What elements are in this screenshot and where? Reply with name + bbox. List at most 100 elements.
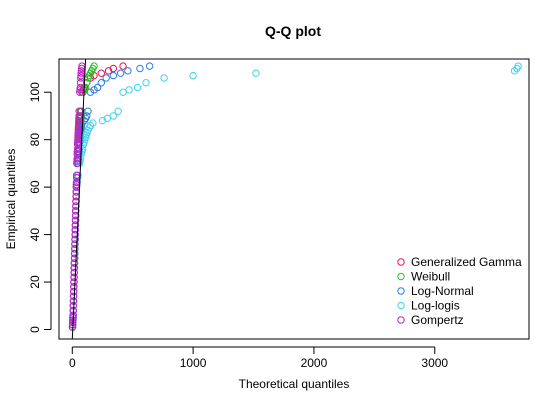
data-point bbox=[102, 74, 110, 82]
x-axis-label: Theoretical quantiles bbox=[239, 377, 350, 391]
legend-label: Weibull bbox=[411, 270, 450, 284]
x-axis: 0 1000 2000 3000 bbox=[69, 346, 448, 370]
data-point bbox=[76, 83, 84, 92]
chart-title: Q-Q plot bbox=[265, 23, 321, 39]
data-point bbox=[71, 207, 80, 215]
data-point bbox=[83, 112, 91, 120]
data-point bbox=[109, 112, 118, 120]
data-point bbox=[75, 116, 83, 125]
data-point bbox=[74, 135, 82, 144]
data-point bbox=[70, 283, 78, 291]
data-point bbox=[74, 131, 82, 139]
x-tick-label: 2000 bbox=[301, 356, 328, 370]
data-point bbox=[252, 69, 260, 77]
data-point bbox=[70, 278, 78, 286]
data-point bbox=[160, 74, 168, 82]
legend-marker bbox=[397, 316, 405, 324]
data-point bbox=[124, 67, 132, 75]
data-point bbox=[84, 107, 92, 115]
legend-label: Gompertz bbox=[411, 313, 464, 327]
legend: Generalized GammaWeibullLog-NormalLog-lo… bbox=[397, 255, 522, 327]
data-point bbox=[76, 86, 84, 94]
data-point bbox=[73, 147, 82, 156]
data-point bbox=[73, 159, 81, 168]
data-point bbox=[70, 273, 78, 282]
y-axis: 0 20 40 60 80 100 bbox=[28, 82, 52, 333]
data-point bbox=[114, 107, 122, 115]
legend-label: Log-Normal bbox=[411, 284, 474, 298]
data-point bbox=[136, 64, 144, 73]
data-point bbox=[145, 62, 154, 70]
data-point bbox=[93, 83, 102, 92]
data-point bbox=[74, 128, 82, 137]
data-point bbox=[71, 211, 80, 220]
legend-label: Generalized Gamma bbox=[411, 255, 522, 269]
data-point bbox=[70, 249, 79, 258]
data-point bbox=[70, 254, 79, 263]
data-point bbox=[189, 71, 197, 80]
data-point bbox=[69, 297, 78, 305]
data-point bbox=[76, 79, 85, 87]
data-point bbox=[71, 216, 80, 225]
data-point bbox=[73, 140, 82, 149]
data-point bbox=[75, 112, 83, 120]
data-point bbox=[76, 88, 84, 96]
data-point bbox=[75, 114, 83, 123]
data-point bbox=[71, 221, 80, 229]
legend-marker bbox=[397, 301, 405, 310]
data-point bbox=[74, 138, 82, 146]
data-point bbox=[90, 86, 98, 94]
data-point bbox=[77, 74, 85, 82]
data-point bbox=[69, 287, 78, 296]
data-point bbox=[133, 83, 142, 92]
data-point bbox=[125, 86, 133, 94]
data-point bbox=[90, 62, 98, 70]
legend-marker bbox=[397, 272, 405, 281]
data-point bbox=[69, 292, 78, 300]
data-point bbox=[109, 64, 118, 73]
data-point bbox=[116, 69, 125, 77]
y-tick-label: 0 bbox=[28, 326, 42, 333]
data-point bbox=[142, 79, 150, 87]
legend-label: Log-logis bbox=[411, 299, 460, 313]
data-point bbox=[119, 62, 127, 70]
series-log-normal bbox=[68, 62, 154, 331]
data-point bbox=[73, 154, 81, 163]
data-point bbox=[74, 133, 82, 142]
y-tick-label: 100 bbox=[28, 82, 42, 102]
data-point bbox=[71, 230, 79, 239]
data-point bbox=[97, 79, 105, 87]
data-point bbox=[86, 88, 95, 96]
data-point bbox=[75, 107, 83, 115]
data-point bbox=[119, 88, 127, 96]
data-point bbox=[514, 62, 522, 70]
y-tick-label: 20 bbox=[28, 275, 42, 289]
reference-line bbox=[71, 58, 87, 340]
data-point bbox=[71, 235, 79, 244]
y-tick-label: 40 bbox=[28, 228, 42, 242]
data-point bbox=[70, 259, 79, 267]
data-point bbox=[103, 114, 112, 123]
data-point bbox=[86, 121, 95, 130]
data-point bbox=[70, 268, 78, 277]
plot-frame bbox=[58, 58, 530, 340]
data-point bbox=[89, 119, 97, 127]
data-point bbox=[109, 71, 118, 80]
y-tick-label: 60 bbox=[28, 180, 42, 194]
data-point bbox=[71, 240, 79, 248]
data-point bbox=[74, 119, 83, 127]
data-point bbox=[74, 124, 83, 132]
legend-marker bbox=[397, 287, 405, 295]
x-tick-label: 0 bbox=[69, 356, 76, 370]
y-axis-label: Empirical quantiles bbox=[4, 149, 18, 250]
y-tick-label: 80 bbox=[28, 133, 42, 147]
data-point bbox=[71, 226, 79, 234]
data-point bbox=[74, 126, 83, 134]
legend-marker bbox=[397, 258, 405, 266]
data-point bbox=[73, 157, 81, 165]
data-point bbox=[77, 71, 85, 80]
reference-line-group bbox=[71, 58, 87, 340]
data-point bbox=[71, 245, 79, 253]
data-point bbox=[510, 67, 519, 75]
